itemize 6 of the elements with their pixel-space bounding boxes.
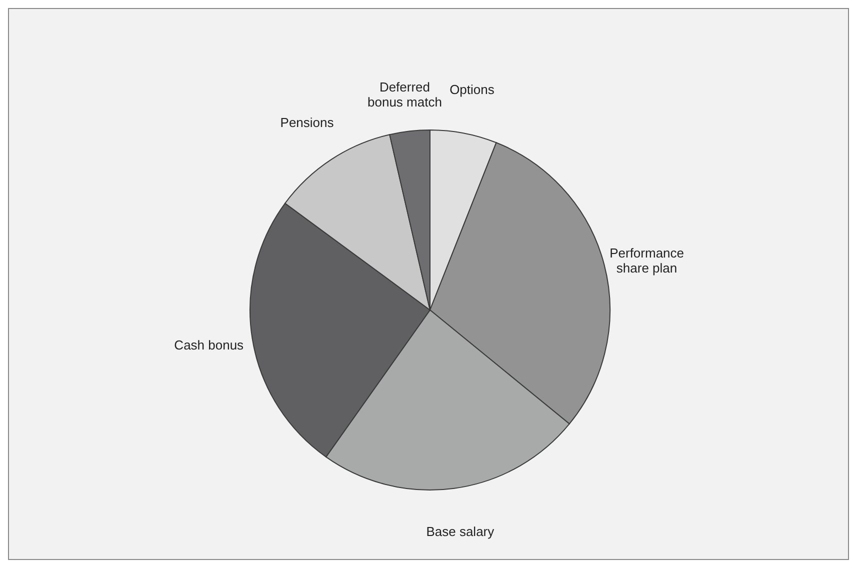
slice-label: Cash bonus: [174, 338, 244, 353]
slice-label: Options: [450, 82, 495, 97]
slice-label: Deferred bonus match: [368, 79, 442, 110]
slice-label: Pensions: [280, 114, 334, 130]
slice-label: Base salary: [426, 524, 495, 539]
slice-label: Performance share plan: [610, 246, 684, 276]
